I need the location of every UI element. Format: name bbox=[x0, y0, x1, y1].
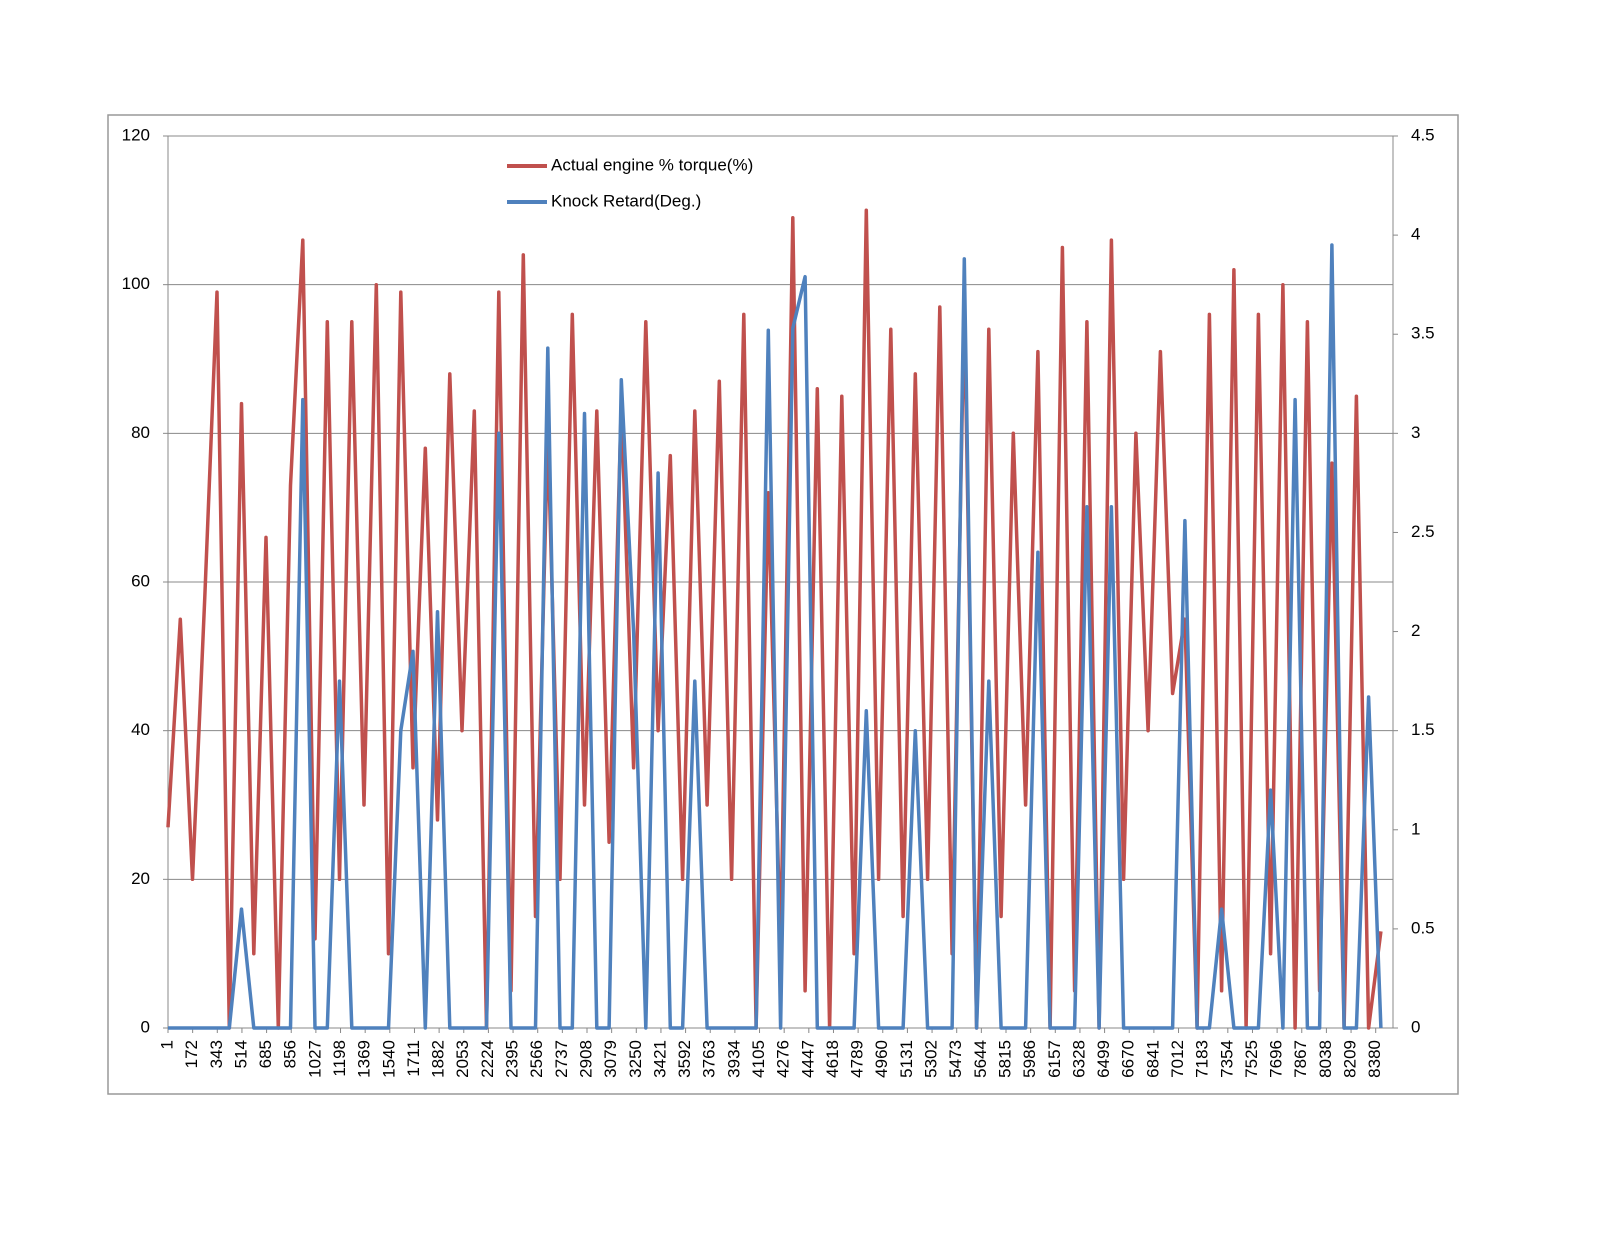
y-tick-label: 60 bbox=[131, 571, 150, 590]
x-tick-label: 7354 bbox=[1217, 1040, 1236, 1078]
x-tick-label: 4618 bbox=[823, 1040, 842, 1078]
x-tick-label: 1711 bbox=[404, 1040, 423, 1077]
x-tick-label: 6499 bbox=[1094, 1040, 1113, 1078]
x-tick-label: 2908 bbox=[576, 1040, 595, 1078]
y2-tick-label: 3 bbox=[1411, 423, 1420, 442]
x-tick-label: 856 bbox=[281, 1040, 300, 1068]
x-tick-label: 2566 bbox=[527, 1040, 546, 1078]
x-tick-label: 2224 bbox=[478, 1040, 497, 1078]
x-tick-label: 1882 bbox=[429, 1040, 448, 1078]
x-tick-label: 2053 bbox=[453, 1040, 472, 1078]
legend-label: Knock Retard(Deg.) bbox=[551, 191, 701, 210]
x-tick-label: 4789 bbox=[848, 1040, 867, 1078]
x-tick-label: 1 bbox=[157, 1040, 176, 1049]
x-tick-label: 1198 bbox=[330, 1040, 349, 1077]
x-tick-label: 8209 bbox=[1341, 1040, 1360, 1078]
x-tick-label: 3592 bbox=[675, 1040, 694, 1078]
x-tick-label: 3763 bbox=[700, 1040, 719, 1078]
x-tick-label: 343 bbox=[207, 1040, 226, 1068]
x-tick-label: 4447 bbox=[798, 1040, 817, 1078]
y-tick-label: 20 bbox=[131, 869, 150, 888]
y-tick-label: 100 bbox=[122, 274, 150, 293]
x-tick-label: 6670 bbox=[1119, 1040, 1138, 1078]
x-tick-label: 2737 bbox=[552, 1040, 571, 1078]
x-tick-label: 4276 bbox=[774, 1040, 793, 1078]
y2-tick-label: 1.5 bbox=[1411, 720, 1435, 739]
x-tick-label: 685 bbox=[256, 1040, 275, 1068]
y2-tick-label: 2.5 bbox=[1411, 522, 1435, 541]
y-tick-label: 0 bbox=[141, 1017, 150, 1036]
x-tick-label: 1369 bbox=[355, 1040, 374, 1078]
x-tick-label: 1540 bbox=[379, 1040, 398, 1078]
y2-tick-label: 3.5 bbox=[1411, 324, 1435, 343]
legend-label: Actual engine % torque(%) bbox=[551, 155, 753, 174]
x-tick-label: 514 bbox=[231, 1040, 250, 1068]
y-tick-label: 120 bbox=[122, 125, 150, 144]
y2-tick-label: 4 bbox=[1411, 225, 1420, 244]
x-tick-label: 5986 bbox=[1020, 1040, 1039, 1078]
x-tick-label: 7525 bbox=[1242, 1040, 1261, 1078]
y2-tick-label: 1 bbox=[1411, 819, 1420, 838]
x-tick-label: 3250 bbox=[626, 1040, 645, 1078]
series-line bbox=[168, 243, 1383, 1030]
x-tick-label: 5131 bbox=[897, 1040, 916, 1078]
x-tick-label: 6157 bbox=[1045, 1040, 1064, 1078]
x-tick-label: 4960 bbox=[872, 1040, 891, 1078]
x-tick-label: 5644 bbox=[971, 1040, 990, 1078]
y2-tick-label: 2 bbox=[1411, 621, 1420, 640]
x-tick-label: 6841 bbox=[1143, 1040, 1162, 1078]
x-tick-label: 1027 bbox=[305, 1040, 324, 1078]
x-tick-label: 3934 bbox=[724, 1040, 743, 1078]
x-tick-label: 5302 bbox=[922, 1040, 941, 1078]
x-tick-label: 172 bbox=[182, 1040, 201, 1068]
x-tick-label: 6328 bbox=[1069, 1040, 1088, 1078]
x-tick-label: 5815 bbox=[995, 1040, 1014, 1078]
y2-tick-label: 4.5 bbox=[1411, 125, 1435, 144]
x-tick-label: 3079 bbox=[601, 1040, 620, 1078]
x-tick-label: 7867 bbox=[1291, 1040, 1310, 1078]
x-tick-label: 5473 bbox=[946, 1040, 965, 1078]
x-tick-label: 8038 bbox=[1316, 1040, 1335, 1078]
x-tick-label: 3421 bbox=[650, 1040, 669, 1078]
y2-tick-label: 0 bbox=[1411, 1017, 1420, 1036]
x-tick-label: 2395 bbox=[503, 1040, 522, 1078]
x-tick-label: 7012 bbox=[1168, 1040, 1187, 1078]
y-tick-label: 80 bbox=[131, 423, 150, 442]
y-tick-label: 40 bbox=[131, 720, 150, 739]
y2-tick-label: 0.5 bbox=[1411, 918, 1435, 937]
x-tick-label: 4105 bbox=[749, 1040, 768, 1078]
x-tick-label: 8380 bbox=[1365, 1040, 1384, 1078]
x-tick-label: 7696 bbox=[1267, 1040, 1286, 1078]
x-tick-label: 7183 bbox=[1193, 1040, 1212, 1078]
